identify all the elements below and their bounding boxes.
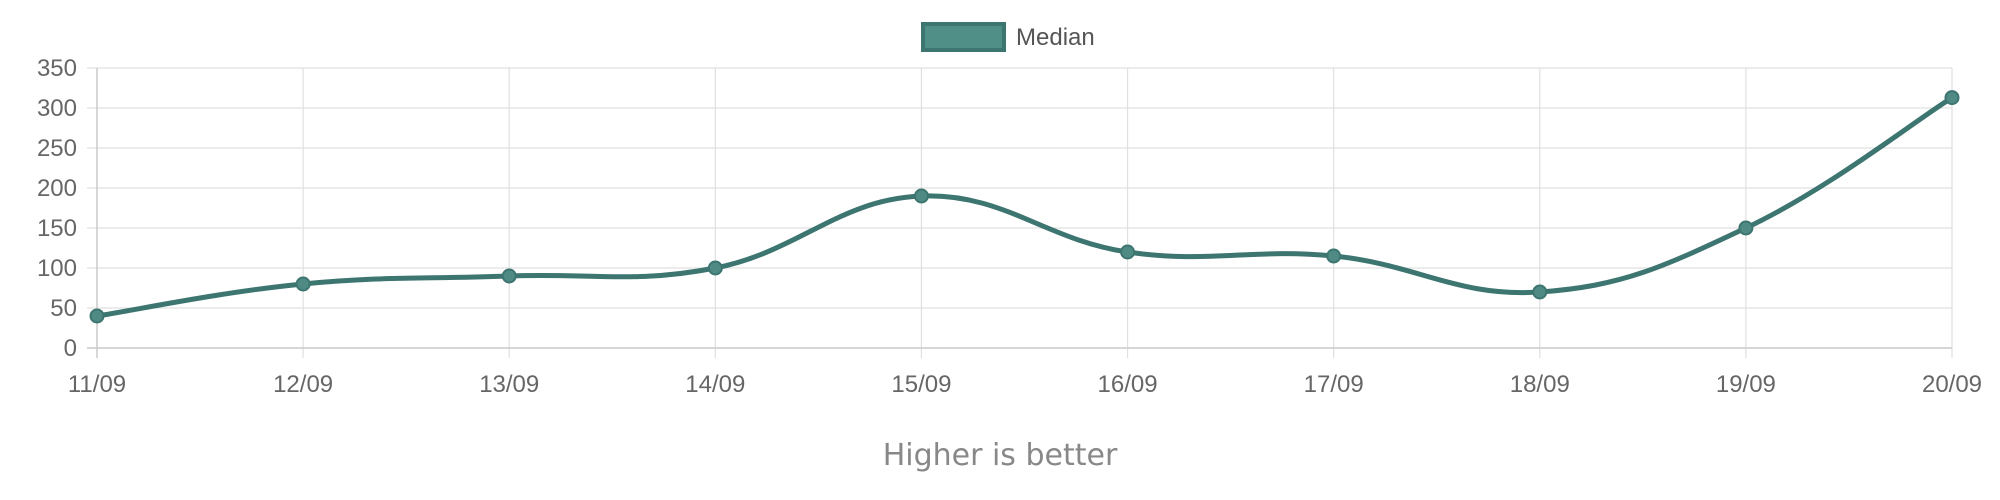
legend[interactable]: Median bbox=[921, 22, 1095, 52]
x-tick-label: 11/09 bbox=[68, 371, 126, 398]
data-point[interactable] bbox=[707, 260, 723, 276]
x-tick-label: 15/09 bbox=[891, 371, 951, 398]
y-tick-label: 250 bbox=[37, 135, 77, 162]
y-tick-label: 100 bbox=[37, 255, 77, 282]
x-tick-label: 17/09 bbox=[1304, 371, 1364, 398]
grid bbox=[87, 67, 1953, 358]
data-point[interactable] bbox=[501, 268, 517, 284]
x-tick-label: 14/09 bbox=[685, 371, 745, 398]
data-point[interactable] bbox=[913, 188, 929, 204]
series-line-median bbox=[94, 95, 1955, 319]
series-median bbox=[89, 90, 1960, 324]
legend-label-median[interactable]: Median bbox=[1016, 24, 1095, 51]
data-point[interactable] bbox=[1738, 220, 1754, 236]
x-tick-label: 16/09 bbox=[1098, 371, 1158, 398]
x-tick-label: 12/09 bbox=[273, 371, 333, 398]
y-axis-ticks: 0 50 100 150 200 250 300 350 bbox=[37, 55, 77, 362]
y-tick-label: 200 bbox=[37, 175, 77, 202]
footer-note: Higher is better bbox=[882, 438, 1118, 473]
x-tick-label: 18/09 bbox=[1510, 371, 1570, 398]
data-point[interactable] bbox=[89, 308, 105, 324]
y-tick-label: 300 bbox=[37, 95, 77, 122]
data-point[interactable] bbox=[1532, 284, 1548, 300]
x-axis-ticks: 11/09 12/09 13/09 14/09 15/09 16/09 17/09 18/09… bbox=[68, 371, 1982, 398]
y-tick-label: 150 bbox=[37, 215, 77, 242]
data-point[interactable] bbox=[1326, 248, 1342, 264]
y-tick-label: 350 bbox=[37, 55, 77, 82]
y-tick-label: 0 bbox=[64, 335, 77, 362]
data-point[interactable] bbox=[1944, 90, 1960, 106]
x-tick-label: 20/09 bbox=[1922, 371, 1982, 398]
legend-swatch-median[interactable] bbox=[921, 22, 1006, 52]
y-tick-label: 50 bbox=[50, 295, 77, 322]
axes bbox=[87, 68, 1952, 358]
x-tick-label: 13/09 bbox=[479, 371, 539, 398]
data-point[interactable] bbox=[295, 276, 311, 292]
x-tick-label: 19/09 bbox=[1716, 371, 1776, 398]
data-point[interactable] bbox=[1120, 244, 1136, 260]
